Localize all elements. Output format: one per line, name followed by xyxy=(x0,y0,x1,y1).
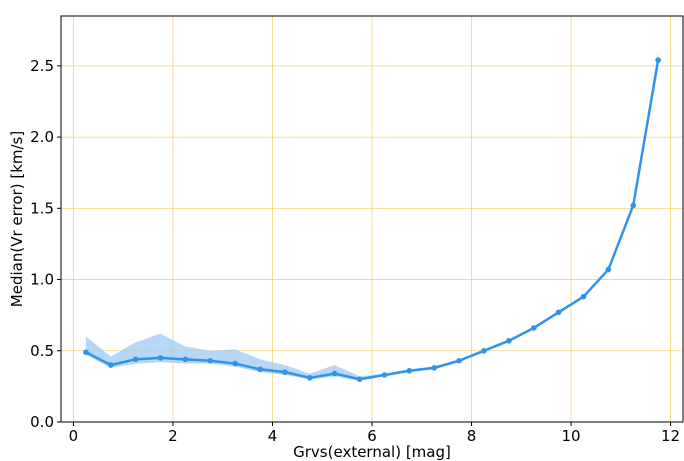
data-point-21 xyxy=(605,266,612,273)
data-point-8 xyxy=(282,369,288,375)
data-points xyxy=(83,57,661,383)
x-tick-label-1: 2 xyxy=(168,427,178,445)
data-point-2 xyxy=(132,356,139,363)
x-tick-label-0: 0 xyxy=(69,427,79,445)
x-axis-label: Grvs(external) [mag] xyxy=(293,443,451,461)
y-axis-ticks: 0.0 0.5 1.0 1.5 2.0 2.5 xyxy=(30,57,61,431)
data-point-16 xyxy=(481,347,487,354)
data-point-12 xyxy=(381,372,388,378)
data-point-22 xyxy=(630,202,637,209)
y-tick-label-3: 1.5 xyxy=(30,199,54,217)
y-tick-label-2: 1.0 xyxy=(30,271,54,289)
y-tick-label-4: 2.0 xyxy=(30,128,54,146)
data-point-14 xyxy=(431,365,438,371)
x-tick-label-3: 6 xyxy=(367,427,377,445)
y-tick-label-0: 0.0 xyxy=(30,413,54,431)
data-point-23 xyxy=(655,57,661,63)
data-point-3 xyxy=(157,355,164,361)
y-tick-label-1: 0.5 xyxy=(30,342,54,360)
data-point-13 xyxy=(406,367,413,374)
error-band xyxy=(85,51,659,381)
data-point-10 xyxy=(331,370,338,377)
data-point-11 xyxy=(356,376,363,383)
x-axis-ticks: 0 2 4 6 8 10 12 xyxy=(69,422,680,445)
x-tick-label-6: 12 xyxy=(661,427,680,445)
x-tick-label-4: 8 xyxy=(467,427,477,445)
data-point-1 xyxy=(107,362,114,368)
x-tick-label-2: 4 xyxy=(268,427,278,445)
data-point-9 xyxy=(307,375,313,381)
series-line xyxy=(85,59,660,381)
x-tick-label-5: 10 xyxy=(561,427,580,445)
data-point-7 xyxy=(257,366,263,373)
data-point-19 xyxy=(555,309,562,316)
data-point-20 xyxy=(580,293,587,300)
data-point-15 xyxy=(456,357,462,364)
data-point-5 xyxy=(207,357,214,364)
y-tick-label-5: 2.5 xyxy=(30,57,54,75)
data-point-18 xyxy=(530,325,537,331)
data-point-0 xyxy=(83,349,89,355)
data-point-4 xyxy=(182,356,189,363)
data-point-17 xyxy=(506,338,512,344)
data-point-6 xyxy=(232,360,238,367)
y-axis-label: Median(Vr error) [km/s] xyxy=(8,131,26,307)
